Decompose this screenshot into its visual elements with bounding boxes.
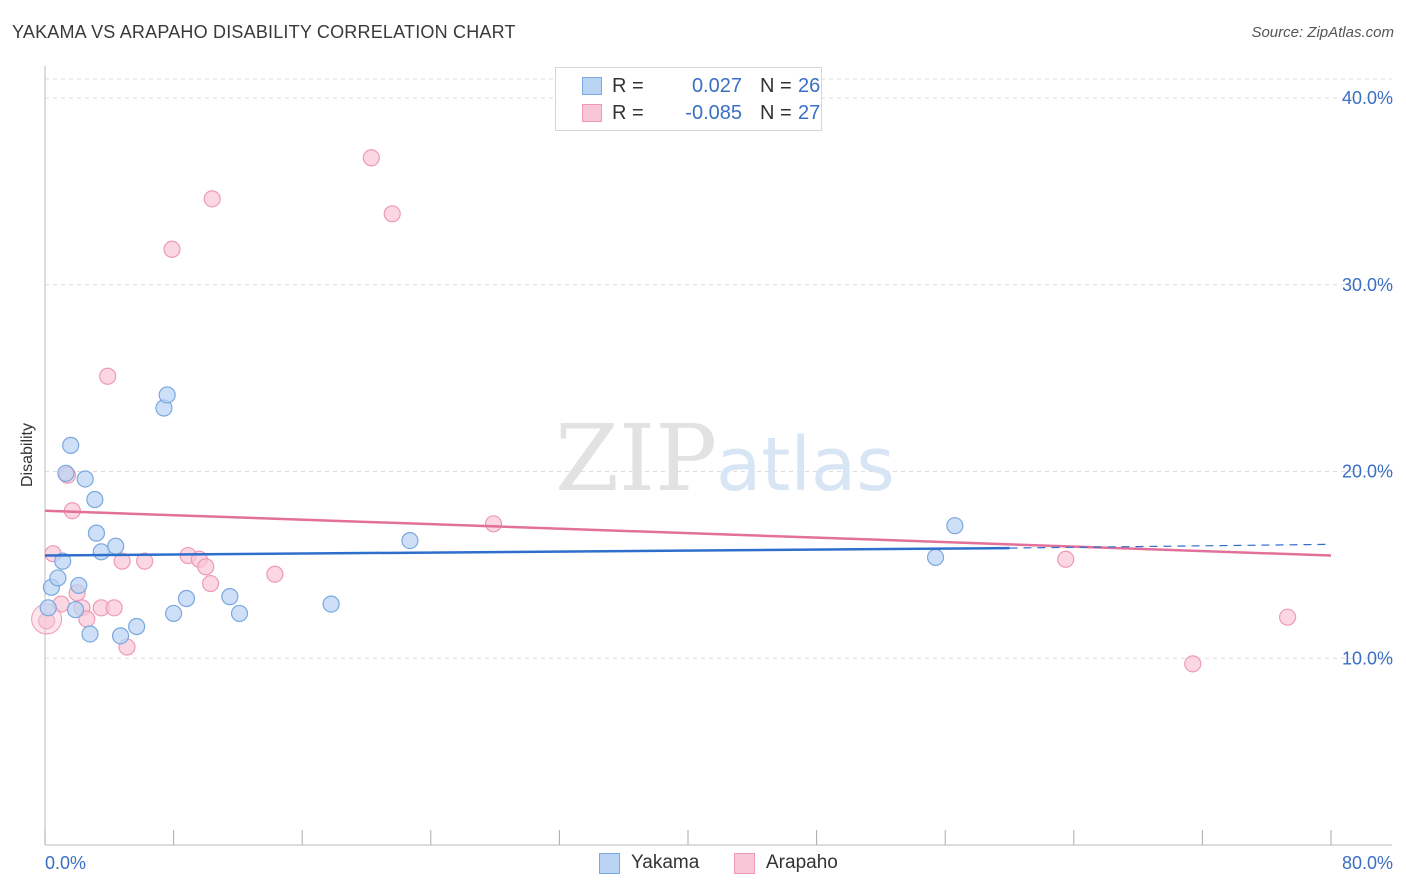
tick-labels: 10.0% 20.0% 30.0% 40.0% 0.0% 80.0% [45, 88, 1393, 873]
arapaho-point [1057, 550, 1075, 568]
arapaho-point [1184, 655, 1202, 673]
yakama-point [70, 576, 88, 595]
arapaho-point [1278, 608, 1297, 626]
arapaho-point [136, 552, 154, 570]
watermark-atlas: atlas [716, 422, 895, 508]
arapaho-point [163, 240, 181, 258]
source-label: Source: ZipAtlas.com [1251, 24, 1394, 41]
n-label: N = [760, 75, 792, 97]
r-label: R = [612, 75, 644, 97]
gridlines [45, 78, 1392, 659]
yakama-point [54, 552, 72, 570]
yakama-point [128, 617, 146, 636]
yakama-point [49, 569, 67, 587]
yakama-point [62, 436, 80, 454]
arapaho-point [383, 205, 401, 223]
arapaho-swatch [582, 104, 602, 122]
watermark-zip: ZIP [555, 405, 717, 512]
arapaho-point [484, 515, 503, 533]
yakama-trend-line [44, 546, 1010, 557]
yakama-point [322, 595, 340, 613]
yakama-point [86, 490, 104, 509]
yakama-point [926, 548, 945, 567]
r-label: R = [612, 102, 644, 124]
yakama-point [165, 604, 183, 623]
yakama-point [946, 517, 964, 535]
yakama-point [230, 604, 249, 623]
yakama-points [39, 386, 964, 645]
arapaho-point [99, 367, 117, 385]
yakama-point [57, 464, 75, 482]
n-value: 27 [798, 102, 821, 124]
r-value: -0.085 [685, 102, 742, 124]
stats-legend: R = 0.027 N = 26 R = -0.085 N = 27 [555, 67, 822, 131]
axes [44, 66, 1392, 846]
yakama-point [92, 543, 110, 561]
arapaho-point [266, 565, 284, 583]
arapaho-point [362, 149, 380, 167]
yakama-point [107, 537, 125, 555]
watermark: ZIP atlas [555, 405, 895, 512]
yakama-point [111, 627, 130, 645]
yakama-point [221, 588, 239, 606]
yakama-trend-extension [1009, 543, 1332, 549]
yakama-point [87, 524, 106, 542]
yakama-point [158, 386, 176, 404]
arapaho-point [201, 574, 220, 593]
yakama-point [39, 599, 57, 617]
r-value: 0.027 [691, 75, 742, 97]
x-tick-label-max: 80.0% [1342, 853, 1393, 873]
yakama-legend-swatch [599, 853, 620, 874]
arapaho-legend-label: Arapaho [766, 852, 838, 873]
y-tick-label: 10.0% [1342, 648, 1393, 668]
x-tick-label-min: 0.0% [45, 853, 86, 873]
arapaho-trend-line [44, 509, 1332, 557]
arapaho-point [197, 558, 215, 576]
n-label: N = [760, 102, 792, 124]
trend-lines [44, 509, 1332, 557]
yakama-point [76, 470, 94, 488]
arapaho-legend-swatch [734, 853, 755, 874]
arapaho-point [203, 190, 221, 208]
n-value: 26 [798, 75, 821, 97]
yakama-point [66, 601, 85, 619]
y-tick-label: 30.0% [1342, 275, 1393, 295]
yakama-swatch [582, 77, 602, 95]
yakama-point [81, 625, 99, 643]
y-tick-label: 40.0% [1342, 88, 1393, 108]
yakama-point [401, 532, 419, 550]
yakama-point [177, 589, 196, 608]
arapaho-point [113, 552, 131, 570]
y-tick-label: 20.0% [1342, 462, 1393, 482]
yakama-legend-label: Yakama [631, 852, 700, 873]
arapaho-point [105, 599, 123, 617]
chart-title: YAKAMA VS ARAPAHO DISABILITY CORRELATION… [12, 22, 516, 42]
